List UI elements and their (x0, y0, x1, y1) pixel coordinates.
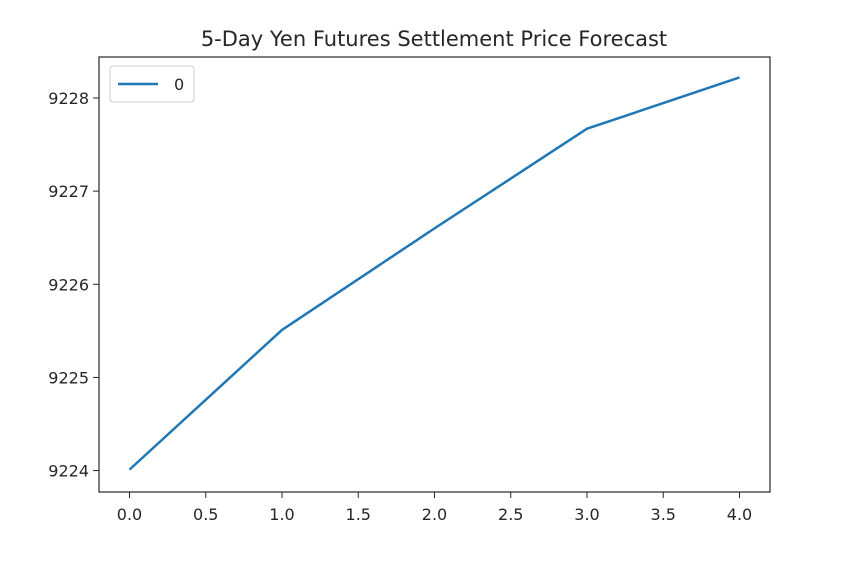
x-tick-label: 2.5 (498, 505, 523, 524)
y-tick-label: 9227 (48, 182, 89, 201)
legend-entry-label: 0 (174, 75, 184, 94)
x-tick-label: 1.0 (269, 505, 294, 524)
series-line (128, 76, 740, 471)
y-tick-label: 9226 (48, 275, 89, 294)
x-tick-label: 3.5 (651, 505, 676, 524)
x-tick-label: 4.0 (727, 505, 752, 524)
y-tick-label: 9225 (48, 368, 89, 387)
x-tick-label: 0.5 (193, 505, 218, 524)
chart-title: 5-Day Yen Futures Settlement Price Forec… (201, 27, 667, 51)
legend[interactable]: 0 (109, 65, 195, 103)
y-axis-ticks: 9224 9225 9226 9227 9228 (48, 89, 99, 481)
y-tick-label: 9228 (48, 89, 89, 108)
x-axis-ticks: 0.0 0.5 1.0 1.5 2.0 2.5 3.0 3.5 4.0 (117, 492, 752, 524)
y-tick-label: 9224 (48, 462, 89, 481)
plot-frame (98, 56, 771, 493)
plot-area (98, 56, 771, 493)
x-tick-label: 2.0 (422, 505, 447, 524)
x-tick-label: 3.0 (574, 505, 599, 524)
x-tick-label: 1.5 (346, 505, 371, 524)
series-lines (128, 76, 740, 471)
x-tick-label: 0.0 (117, 505, 142, 524)
